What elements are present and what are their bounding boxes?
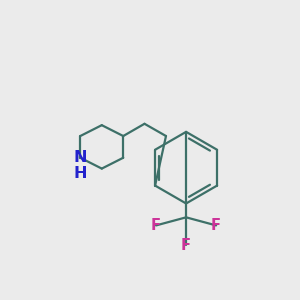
Text: H: H: [74, 167, 87, 182]
Text: N: N: [74, 150, 87, 165]
Text: F: F: [181, 238, 191, 253]
Text: F: F: [151, 218, 161, 233]
Text: F: F: [211, 218, 221, 233]
